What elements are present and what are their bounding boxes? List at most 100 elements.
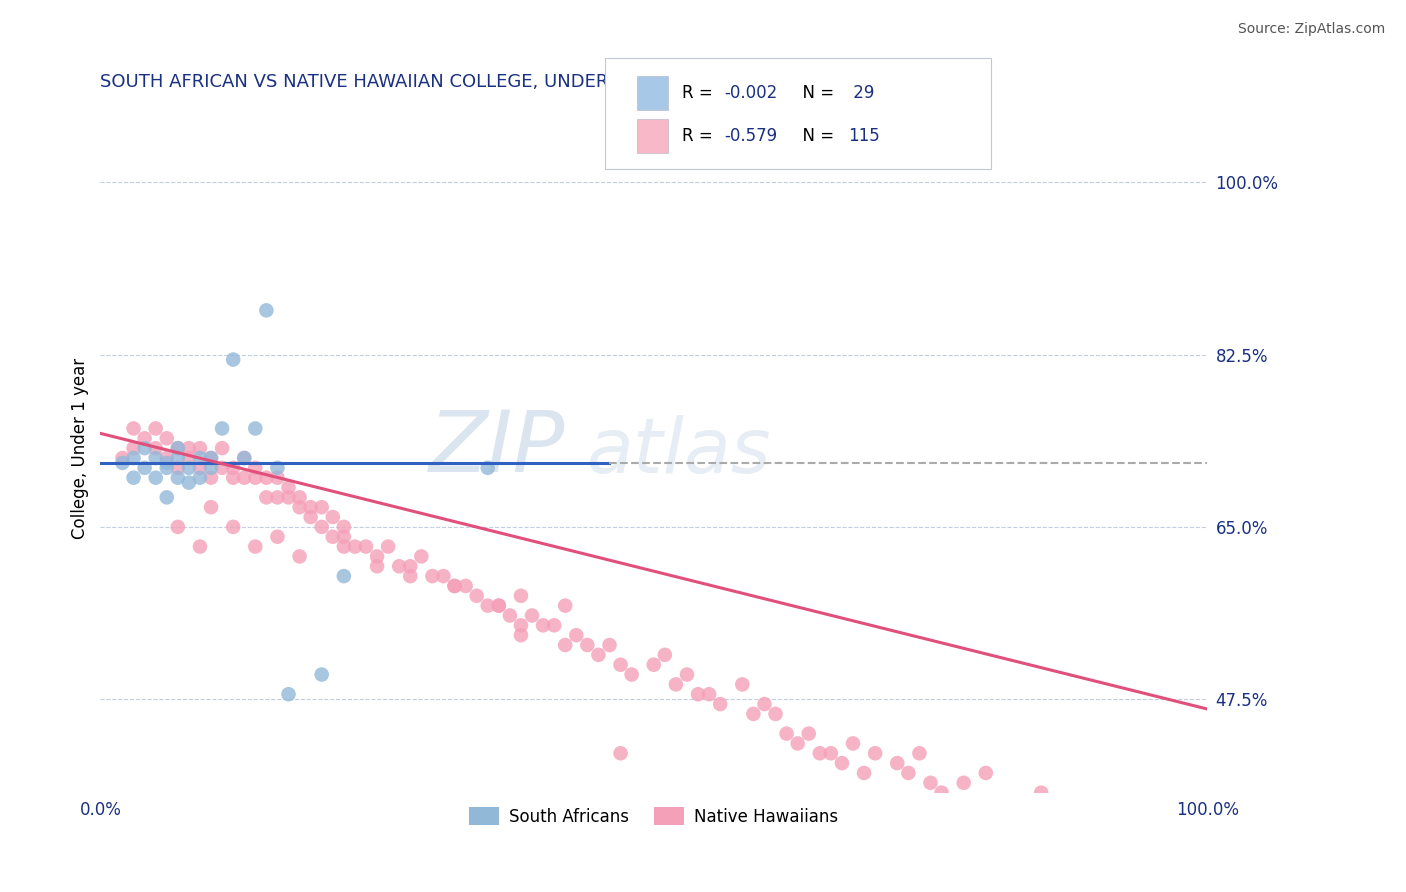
Point xyxy=(299,500,322,515)
Point xyxy=(288,491,311,505)
Text: atlas: atlas xyxy=(588,415,772,489)
Point xyxy=(422,569,444,583)
Point xyxy=(510,589,533,603)
Point xyxy=(188,460,211,475)
Point xyxy=(399,569,422,583)
Point xyxy=(145,471,167,485)
Point xyxy=(897,766,920,780)
Point xyxy=(188,540,211,554)
Point xyxy=(520,608,543,623)
Point xyxy=(786,736,808,750)
Point xyxy=(156,450,179,465)
Point xyxy=(156,491,179,505)
Point xyxy=(277,687,299,701)
Point xyxy=(111,450,134,465)
Point xyxy=(808,746,831,760)
Point xyxy=(388,559,411,574)
Point xyxy=(166,471,188,485)
Point xyxy=(863,746,886,760)
Point xyxy=(254,303,277,318)
Point xyxy=(775,726,797,740)
Point xyxy=(245,540,267,554)
Text: Source: ZipAtlas.com: Source: ZipAtlas.com xyxy=(1237,22,1385,37)
Point xyxy=(145,421,167,435)
Point xyxy=(908,746,931,760)
Point xyxy=(974,766,997,780)
Point xyxy=(609,657,631,672)
Point xyxy=(742,706,765,721)
Point xyxy=(920,776,942,790)
Text: N =: N = xyxy=(792,84,839,103)
Point xyxy=(643,657,665,672)
Point xyxy=(311,667,333,681)
Point xyxy=(222,520,245,534)
Point xyxy=(254,471,277,485)
Point xyxy=(477,460,499,475)
Point xyxy=(510,618,533,632)
Point xyxy=(609,746,631,760)
Text: SOUTH AFRICAN VS NATIVE HAWAIIAN COLLEGE, UNDER 1 YEAR CORRELATION CHART: SOUTH AFRICAN VS NATIVE HAWAIIAN COLLEGE… xyxy=(100,73,879,91)
Point xyxy=(488,599,510,613)
Point xyxy=(765,706,787,721)
Point xyxy=(842,736,865,750)
Point xyxy=(222,471,245,485)
Point xyxy=(709,697,731,711)
Point xyxy=(322,510,344,524)
Point xyxy=(111,456,134,470)
Point xyxy=(477,599,499,613)
Point xyxy=(333,569,356,583)
Text: 29: 29 xyxy=(848,84,875,103)
Point xyxy=(1063,805,1085,820)
Point xyxy=(177,441,200,455)
Point xyxy=(554,638,576,652)
Point xyxy=(122,450,145,465)
Point xyxy=(620,667,643,681)
Point xyxy=(432,569,454,583)
Point xyxy=(166,441,188,455)
Point xyxy=(399,559,422,574)
Point xyxy=(731,677,754,691)
Point xyxy=(166,460,188,475)
Text: N =: N = xyxy=(792,128,839,145)
Point xyxy=(122,421,145,435)
Point xyxy=(245,471,267,485)
Point xyxy=(565,628,588,642)
Point xyxy=(266,491,288,505)
Point xyxy=(510,628,533,642)
Point xyxy=(377,540,399,554)
Point xyxy=(333,540,356,554)
Point xyxy=(952,776,974,790)
Point xyxy=(166,441,188,455)
Point xyxy=(931,786,953,800)
Point xyxy=(266,471,288,485)
Text: R =: R = xyxy=(682,84,718,103)
Point xyxy=(266,530,288,544)
Point xyxy=(222,460,245,475)
Point xyxy=(531,618,554,632)
Point xyxy=(156,460,179,475)
Point xyxy=(443,579,465,593)
Point xyxy=(134,431,156,445)
Point xyxy=(676,667,699,681)
Point xyxy=(366,559,388,574)
Point xyxy=(134,441,156,455)
Point xyxy=(288,549,311,564)
Point xyxy=(188,450,211,465)
Point xyxy=(245,460,267,475)
Point xyxy=(200,460,222,475)
Point xyxy=(288,500,311,515)
Text: 115: 115 xyxy=(848,128,880,145)
Point xyxy=(820,746,842,760)
Point xyxy=(245,421,267,435)
Text: ZIP: ZIP xyxy=(429,407,565,490)
Point xyxy=(166,520,188,534)
Point xyxy=(598,638,620,652)
Point xyxy=(211,460,233,475)
Point xyxy=(322,530,344,544)
Point xyxy=(177,460,200,475)
Point xyxy=(156,456,179,470)
Point xyxy=(754,697,776,711)
Point xyxy=(266,460,288,475)
Point xyxy=(277,481,299,495)
Text: -0.002: -0.002 xyxy=(724,84,778,103)
